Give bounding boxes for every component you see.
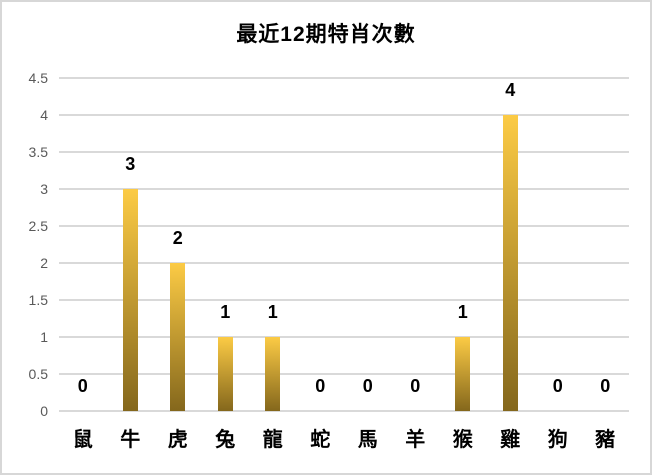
gridline <box>59 373 629 375</box>
x-category-label: 龍 <box>262 429 283 451</box>
bar-data-label: 3 <box>125 154 136 174</box>
gridline <box>59 77 629 79</box>
bar-data-label: 0 <box>77 376 88 396</box>
bar-data-label: 0 <box>600 376 611 396</box>
plot-area: 0 3 2 1 1 0 0 0 1 4 0 0 <box>59 77 629 412</box>
x-category-label: 猴 <box>452 429 473 451</box>
bar-data-label: 1 <box>267 302 278 322</box>
bar-雞 <box>502 115 518 411</box>
gridline <box>59 114 629 116</box>
y-tick-label: 3.5 <box>28 144 48 160</box>
x-category-label: 虎 <box>167 429 188 451</box>
bar-data-label: 0 <box>362 376 373 396</box>
x-category-label: 兔 <box>215 429 236 451</box>
y-tick-label: 2.5 <box>28 218 48 234</box>
x-category-label: 蛇 <box>310 429 331 451</box>
chart-title: 最近12期特肖次數 <box>236 23 416 46</box>
y-tick-label: 4.5 <box>28 70 48 86</box>
bar-虎 <box>170 263 186 411</box>
x-category-label: 馬 <box>357 429 378 451</box>
bar-牛 <box>122 189 138 411</box>
bar-data-label: 1 <box>220 302 231 322</box>
gridline <box>59 410 629 412</box>
x-category-label: 雞 <box>500 429 521 451</box>
x-category-label: 鼠 <box>72 429 93 451</box>
x-category-label: 狗 <box>547 429 568 451</box>
y-tick-label: 3 <box>40 181 48 197</box>
gridline <box>59 225 629 227</box>
bar-data-label: 0 <box>552 376 563 396</box>
x-category-label: 豬 <box>595 429 616 451</box>
bar-data-label: 4 <box>505 80 516 100</box>
gridline <box>59 336 629 338</box>
bar-data-label: 1 <box>457 302 468 322</box>
gridline <box>59 188 629 190</box>
bar-猴 <box>455 337 471 411</box>
bar-兔 <box>217 337 233 411</box>
y-tick-label: 0 <box>40 403 48 419</box>
bar-data-label: 2 <box>172 228 183 248</box>
y-tick-label: 4 <box>40 107 48 123</box>
y-tick-label: 1 <box>40 329 48 345</box>
gridline <box>59 299 629 301</box>
bar-龍 <box>265 337 281 411</box>
gridline <box>59 262 629 264</box>
bar-data-label: 0 <box>410 376 421 396</box>
y-tick-label: 0.5 <box>28 366 48 382</box>
x-category-label: 牛 <box>120 429 141 451</box>
x-category-label: 羊 <box>405 429 426 451</box>
gridline <box>59 151 629 153</box>
bar-data-label: 0 <box>315 376 326 396</box>
y-tick-label: 2 <box>40 255 48 271</box>
y-tick-label: 1.5 <box>28 292 48 308</box>
